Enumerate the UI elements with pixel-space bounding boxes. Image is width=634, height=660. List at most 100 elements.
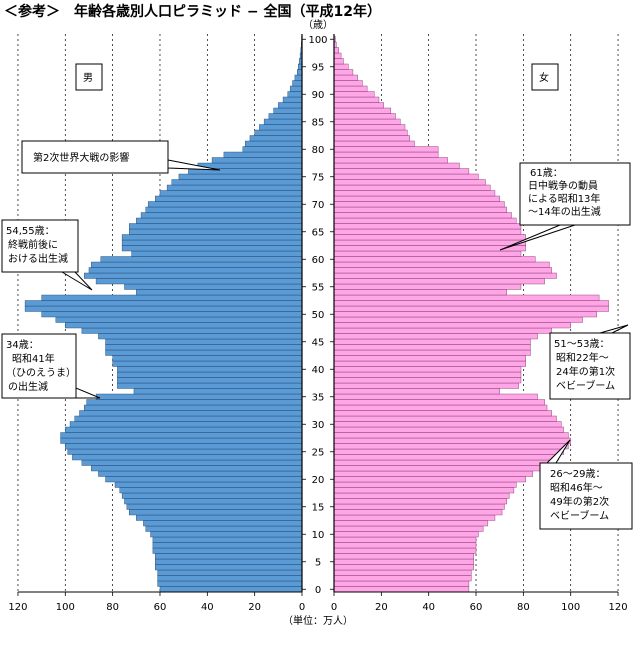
male-bar (143, 520, 303, 527)
annotation-text: 昭和22年～ (556, 351, 609, 364)
female-bar (333, 256, 536, 263)
female-bar (333, 250, 522, 257)
female-bar (333, 63, 349, 70)
female-bar (333, 399, 545, 406)
female-bar (333, 316, 583, 323)
annotation-pointer (599, 324, 629, 334)
x-tick-label-female: 0 (331, 602, 337, 613)
male-bar (117, 382, 303, 389)
female-bar (333, 96, 380, 103)
male-bar (112, 360, 303, 367)
female-bar (333, 487, 515, 494)
female-bar (333, 212, 512, 219)
x-tick-label-male: 120 (8, 602, 27, 613)
age-tick-label: 65 (312, 227, 325, 238)
age-tick-label: 50 (312, 310, 325, 321)
male-bar (60, 432, 303, 439)
age-tick-label: 85 (312, 117, 325, 128)
male-bar (100, 256, 303, 263)
male-bar (211, 157, 303, 164)
male-bar (117, 366, 303, 373)
female-bar (333, 509, 503, 516)
male-bar (84, 404, 303, 411)
female-bar (333, 338, 531, 345)
female-bar (333, 283, 522, 290)
x-tick-label-male: 60 (154, 602, 167, 613)
male-bar (273, 107, 303, 114)
x-tick-label-male: 20 (248, 602, 261, 613)
male-bar (126, 503, 303, 510)
male-bar (297, 69, 303, 76)
female-bar (333, 124, 406, 131)
male-bar (105, 349, 303, 356)
male-bar (91, 261, 303, 268)
male-bar (133, 388, 303, 395)
male-bar (136, 514, 303, 521)
female-bar (333, 300, 609, 307)
x-tick-label-female: 40 (422, 602, 435, 613)
male-bar (121, 239, 303, 246)
female-bar (333, 470, 534, 477)
female-bar (333, 118, 401, 125)
male-bar (155, 195, 303, 202)
female-bar (333, 267, 552, 274)
male-bar (129, 223, 303, 230)
female-bar (333, 503, 505, 510)
male-bar (129, 509, 303, 516)
male-bar (129, 228, 303, 235)
male-bar (278, 102, 303, 109)
female-bar (333, 173, 479, 180)
annotation-text: ベビーブーム (550, 509, 609, 522)
male-bar (294, 74, 303, 81)
age-tick-label: 80 (312, 145, 325, 156)
male-bar (157, 580, 303, 587)
male-bar (86, 399, 303, 406)
female-bar (333, 168, 470, 175)
male-bar (150, 531, 303, 538)
age-tick-label: 75 (312, 172, 325, 183)
female-bar (333, 146, 439, 153)
age-tick-label: 95 (312, 62, 325, 73)
male-bar (24, 300, 303, 307)
male-bar (69, 421, 303, 428)
male-bar (117, 371, 303, 378)
female-bar (333, 366, 522, 373)
bars-group (24, 36, 609, 593)
annotation-box (549, 332, 631, 400)
x-tick-label-male: 0 (299, 602, 305, 613)
male-bar (95, 278, 303, 285)
female-bar (333, 278, 545, 285)
annotation-text: 34歳： (6, 339, 39, 351)
annotation-text: 昭和41年 (12, 352, 55, 365)
male-bar (145, 206, 303, 213)
male-bar (121, 234, 303, 241)
male-bar (136, 289, 303, 296)
male-label-box (75, 63, 103, 91)
x-tick-label-male: 100 (56, 602, 75, 613)
age-tick-label: 20 (312, 475, 325, 486)
male-bar (159, 190, 303, 197)
female-bar (333, 459, 550, 466)
value-unit-label: （単位：万人） (283, 614, 353, 627)
female-bar (333, 52, 342, 59)
female-bar (333, 498, 507, 505)
male-bar (124, 498, 303, 505)
age-tick-label: 60 (312, 255, 325, 266)
female-bar (333, 360, 526, 367)
female-bar (333, 465, 541, 472)
annotation-text: 51～53歳： (554, 338, 609, 350)
female-bar (333, 542, 477, 549)
male-bar (249, 135, 303, 142)
female-label-box (531, 63, 559, 91)
male-bar (65, 426, 303, 433)
female-bar (333, 476, 526, 483)
female-bar (333, 547, 477, 554)
female-bar (333, 184, 491, 191)
male-bar (98, 470, 303, 477)
male-bar (259, 124, 303, 131)
age-tick-label: 40 (312, 365, 325, 376)
male-bar (81, 327, 303, 334)
